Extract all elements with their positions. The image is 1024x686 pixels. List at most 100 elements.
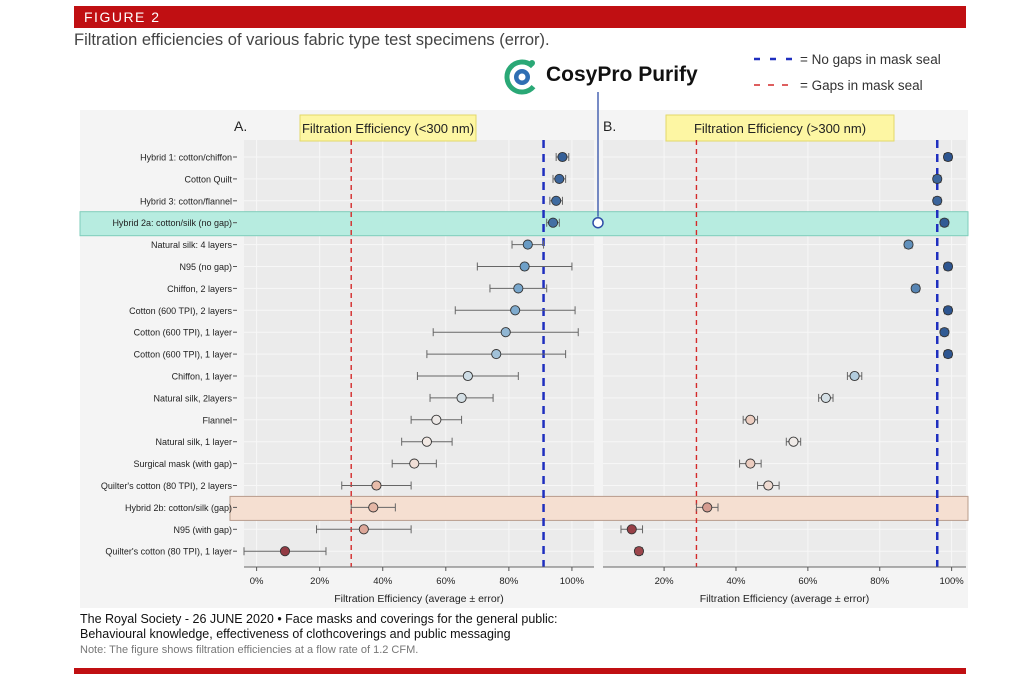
- panel-a-data-point: [279, 546, 291, 557]
- panel-b-data-point: [942, 261, 954, 272]
- panel-a-data-point: [431, 414, 442, 425]
- category-label: Cotton Quilt: [184, 174, 232, 184]
- panel-a-x-tick-label: 40%: [373, 576, 393, 587]
- panel-a-x-tick-label: 0%: [250, 576, 264, 587]
- category-label: Hybrid 2a: cotton/silk (no gap): [112, 218, 232, 228]
- panel-b-x-tick-label: 80%: [870, 576, 890, 587]
- panel-b-label: B.: [603, 118, 616, 134]
- figure-header-bar: FIGURE 2: [74, 6, 966, 28]
- panel-a-x-tick-label: 60%: [436, 576, 456, 587]
- category-label: Hybrid 2b: cotton/silk (gap): [125, 503, 232, 513]
- panel-b-data-point: [763, 480, 774, 491]
- panel-b-x-axis-label: Filtration Efficiency (average ± error): [700, 593, 870, 605]
- footer: The Royal Society - 26 JUNE 2020 • Face …: [80, 612, 960, 656]
- panel-a-x-tick-label: 100%: [560, 576, 585, 587]
- category-label: Chiffon, 1 layer: [172, 372, 232, 382]
- category-label: Hybrid 1: cotton/chiffon: [140, 153, 232, 163]
- legend-gaps-label: = Gaps in mask seal: [800, 77, 923, 93]
- category-label: N95 (with gap): [173, 525, 232, 535]
- panel-a-data-point: [513, 283, 524, 294]
- legend-item-no-gaps: = No gaps in mask seal: [752, 46, 941, 72]
- footer-note: Note: The figure shows filtration effici…: [80, 644, 419, 656]
- category-label: Natural silk, 1 layer: [155, 437, 232, 447]
- panel-b-data-point: [849, 370, 860, 382]
- panel-b-data-point: [942, 349, 954, 360]
- panel-b-data-point: [820, 392, 831, 403]
- panel-a-data-point: [500, 327, 511, 338]
- panel-a-plot-area: [244, 140, 594, 567]
- panel-b-data-point: [702, 502, 713, 513]
- blue-dash-line-icon: [754, 57, 794, 61]
- category-label: N95 (no gap): [179, 262, 232, 272]
- category-label: Cotton (600 TPI), 2 layers: [129, 306, 232, 316]
- highlight-row-hybrid-2b: [229, 495, 969, 521]
- panel-b-title-box: [665, 114, 895, 142]
- legend-item-gaps: = Gaps in mask seal: [752, 72, 941, 98]
- panel-b-data-point: [745, 414, 756, 425]
- panel-a-data-point: [491, 349, 502, 360]
- footer-source-line: The Royal Society - 26 JUNE 2020 • Face …: [80, 612, 558, 626]
- panel-a-x-tick-label: 20%: [310, 576, 330, 587]
- panel-a-data-point: [462, 370, 473, 382]
- cosypro-logo: CosyPro Purify: [502, 55, 698, 95]
- panel-a-data-point: [510, 305, 521, 316]
- category-label: Surgical mask (with gap): [133, 459, 232, 469]
- panel-b-title: Filtration Efficiency (>300 nm): [694, 121, 866, 136]
- panel-a-data-point: [522, 239, 533, 250]
- category-label: Hybrid 3: cotton/flannel: [140, 196, 232, 206]
- panel-b-data-point: [939, 217, 950, 228]
- panel-b-data-point: [745, 458, 756, 469]
- category-label: Cotton (600 TPI), 1 layer: [134, 328, 232, 338]
- panel-b-data-point: [939, 327, 950, 338]
- category-label: Natural silk, 2layers: [153, 393, 232, 403]
- panel-b-data-point: [788, 436, 799, 447]
- panel-a-label: A.: [234, 118, 247, 134]
- figure-label: FIGURE 2: [84, 9, 161, 25]
- panel-a-data-point: [557, 151, 568, 163]
- category-label: Quilter's cotton (80 TPI), 2 layers: [101, 481, 233, 491]
- panel-b-data-point: [910, 283, 921, 294]
- legend: = No gaps in mask seal = Gaps in mask se…: [752, 46, 941, 98]
- panel-b-data-point: [932, 195, 943, 206]
- footer-title-line: Behavioural knowledge, effectiveness of …: [80, 627, 511, 641]
- panel-b-x-tick-label: 40%: [726, 576, 746, 587]
- figure-footer-bar: [74, 668, 966, 674]
- panel-a-data-point: [456, 392, 467, 403]
- panel-a-data-point: [547, 217, 559, 228]
- panel-b-data-point: [932, 173, 943, 184]
- panel-b-plot-area: [603, 140, 966, 567]
- category-label: Chiffon, 2 layers: [167, 284, 232, 294]
- panel-b-data-point: [633, 546, 644, 557]
- cosypro-logo-icon: [504, 59, 540, 95]
- logo-text: CosyPro Purify: [546, 63, 698, 86]
- panel-a-data-point: [421, 436, 432, 447]
- category-label: Cotton (600 TPI), 1 layer: [134, 350, 232, 360]
- panel-a-data-point: [358, 524, 369, 535]
- panel-a-x-tick-label: 80%: [499, 576, 519, 587]
- category-label: Quilter's cotton (80 TPI), 1 layer: [105, 547, 232, 557]
- panel-a-data-point: [368, 502, 379, 513]
- legend-no-gaps-label: = No gaps in mask seal: [800, 51, 941, 67]
- panel-a-title: Filtration Efficiency (<300 nm): [302, 121, 474, 136]
- panel-a-data-point: [551, 195, 562, 206]
- category-label: Flannel: [202, 415, 232, 425]
- panel-b-data-point: [903, 239, 914, 250]
- panel-a-data-point: [519, 261, 530, 272]
- figure-title: Filtration efficiencies of various fabri…: [74, 31, 550, 49]
- panel-b-data-point: [626, 524, 637, 535]
- panel-a-data-point: [554, 173, 565, 184]
- red-dash-line-icon: [754, 84, 794, 86]
- logo-pointer-marker: [592, 216, 604, 229]
- panel-b-data-point: [942, 305, 954, 316]
- panel-b-x-tick-label: 100%: [939, 576, 964, 587]
- panel-a-x-axis-label: Filtration Efficiency (average ± error): [334, 593, 504, 605]
- panel-b-data-point: [942, 151, 954, 163]
- panel-a-title-box: [299, 114, 477, 142]
- panel-b-x-tick-label: 60%: [798, 576, 818, 587]
- panel-b-x-tick-label: 20%: [655, 576, 675, 587]
- highlight-row-hybrid-2a: [79, 211, 969, 237]
- panel-a-data-point: [409, 458, 420, 469]
- category-label: Natural silk: 4 layers: [151, 240, 233, 250]
- panel-a-data-point: [371, 480, 382, 491]
